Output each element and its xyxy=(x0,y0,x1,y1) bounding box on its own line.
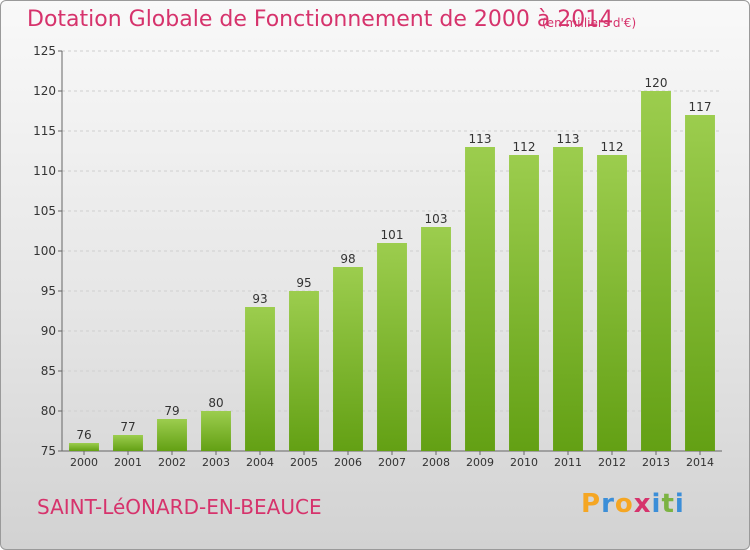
x-tick-label: 2003 xyxy=(202,456,230,469)
y-tick-label: 95 xyxy=(41,284,56,298)
bar-2009 xyxy=(465,147,495,451)
bar-2011 xyxy=(553,147,583,451)
data-label-2007: 101 xyxy=(381,228,404,242)
y-tick-label: 75 xyxy=(41,444,56,458)
proxiti-logo: Proxiti xyxy=(581,489,685,519)
data-label-2014: 117 xyxy=(689,100,712,114)
x-tick-label: 2007 xyxy=(378,456,406,469)
chart-title: Dotation Globale de Fonctionnement de 20… xyxy=(27,7,614,32)
bar-2013 xyxy=(641,91,671,451)
data-label-2011: 113 xyxy=(557,132,580,146)
bar-2008 xyxy=(421,227,451,451)
x-tick-labels: 2000 2001 2002 2003 2004 2005 2006 2007 2008 2009… xyxy=(70,456,714,469)
y-tick-labels: 75 80 85 90 95 100 105 110 115 120 125 xyxy=(33,44,56,458)
data-label-2006: 98 xyxy=(340,252,355,266)
data-label-2003: 80 xyxy=(208,396,223,410)
data-label-2005: 95 xyxy=(296,276,311,290)
bar-2000 xyxy=(69,443,99,451)
logo-letter: o xyxy=(614,489,634,519)
data-label-2001: 77 xyxy=(120,420,135,434)
bar-2007 xyxy=(377,243,407,451)
bar-2014 xyxy=(685,115,715,451)
bar-2012 xyxy=(597,155,627,451)
logo-letter: x xyxy=(633,489,652,519)
y-tick-label: 120 xyxy=(33,84,56,98)
x-tick-label: 2004 xyxy=(246,456,274,469)
y-tick-label: 85 xyxy=(41,364,56,378)
y-tick-label: 100 xyxy=(33,244,56,258)
bar-2010 xyxy=(509,155,539,451)
x-tick-label: 2013 xyxy=(642,456,670,469)
x-tick-label: 2006 xyxy=(334,456,362,469)
x-tick-label: 2012 xyxy=(598,456,626,469)
x-tick-label: 2005 xyxy=(290,456,318,469)
x-tick-label: 2010 xyxy=(510,456,538,469)
bar-2003 xyxy=(201,411,231,451)
bar-2002 xyxy=(157,419,187,451)
chart-subtitle: (en milliers d'€) xyxy=(542,16,637,30)
y-tick-label: 90 xyxy=(41,324,56,338)
data-labels: 76 77 79 80 93 95 98 101 103 113 112 113 112 120 117 xyxy=(76,76,711,442)
bar-2001 xyxy=(113,435,143,451)
logo-letter: i xyxy=(651,489,662,519)
y-tick-label: 110 xyxy=(33,164,56,178)
y-tick-label: 115 xyxy=(33,124,56,138)
data-label-2010: 112 xyxy=(513,140,536,154)
x-tick-label: 2008 xyxy=(422,456,450,469)
y-tick-label: 125 xyxy=(33,44,56,58)
data-label-2009: 113 xyxy=(469,132,492,146)
y-tick-label: 105 xyxy=(33,204,56,218)
x-tick-label: 2000 xyxy=(70,456,98,469)
x-tick-label: 2009 xyxy=(466,456,494,469)
x-tick-label: 2002 xyxy=(158,456,186,469)
data-label-2008: 103 xyxy=(425,212,448,226)
data-label-2013: 120 xyxy=(645,76,668,90)
bars xyxy=(69,91,715,451)
y-tick-label: 80 xyxy=(41,404,56,418)
data-label-2004: 93 xyxy=(252,292,267,306)
data-label-2000: 76 xyxy=(76,428,91,442)
bar-2005 xyxy=(289,291,319,451)
logo-letter: t xyxy=(661,489,675,519)
data-label-2012: 112 xyxy=(601,140,624,154)
logo-letter: r xyxy=(601,489,615,519)
x-tick-label: 2001 xyxy=(114,456,142,469)
data-label-2002: 79 xyxy=(164,404,179,418)
bar-2006 xyxy=(333,267,363,451)
bar-2004 xyxy=(245,307,275,451)
x-tick-label: 2011 xyxy=(554,456,582,469)
x-tick-label: 2014 xyxy=(686,456,714,469)
commune-name: SAINT-LéONARD-EN-BEAUCE xyxy=(37,495,322,519)
logo-letter: P xyxy=(581,489,602,519)
logo-letter: i xyxy=(674,489,685,519)
